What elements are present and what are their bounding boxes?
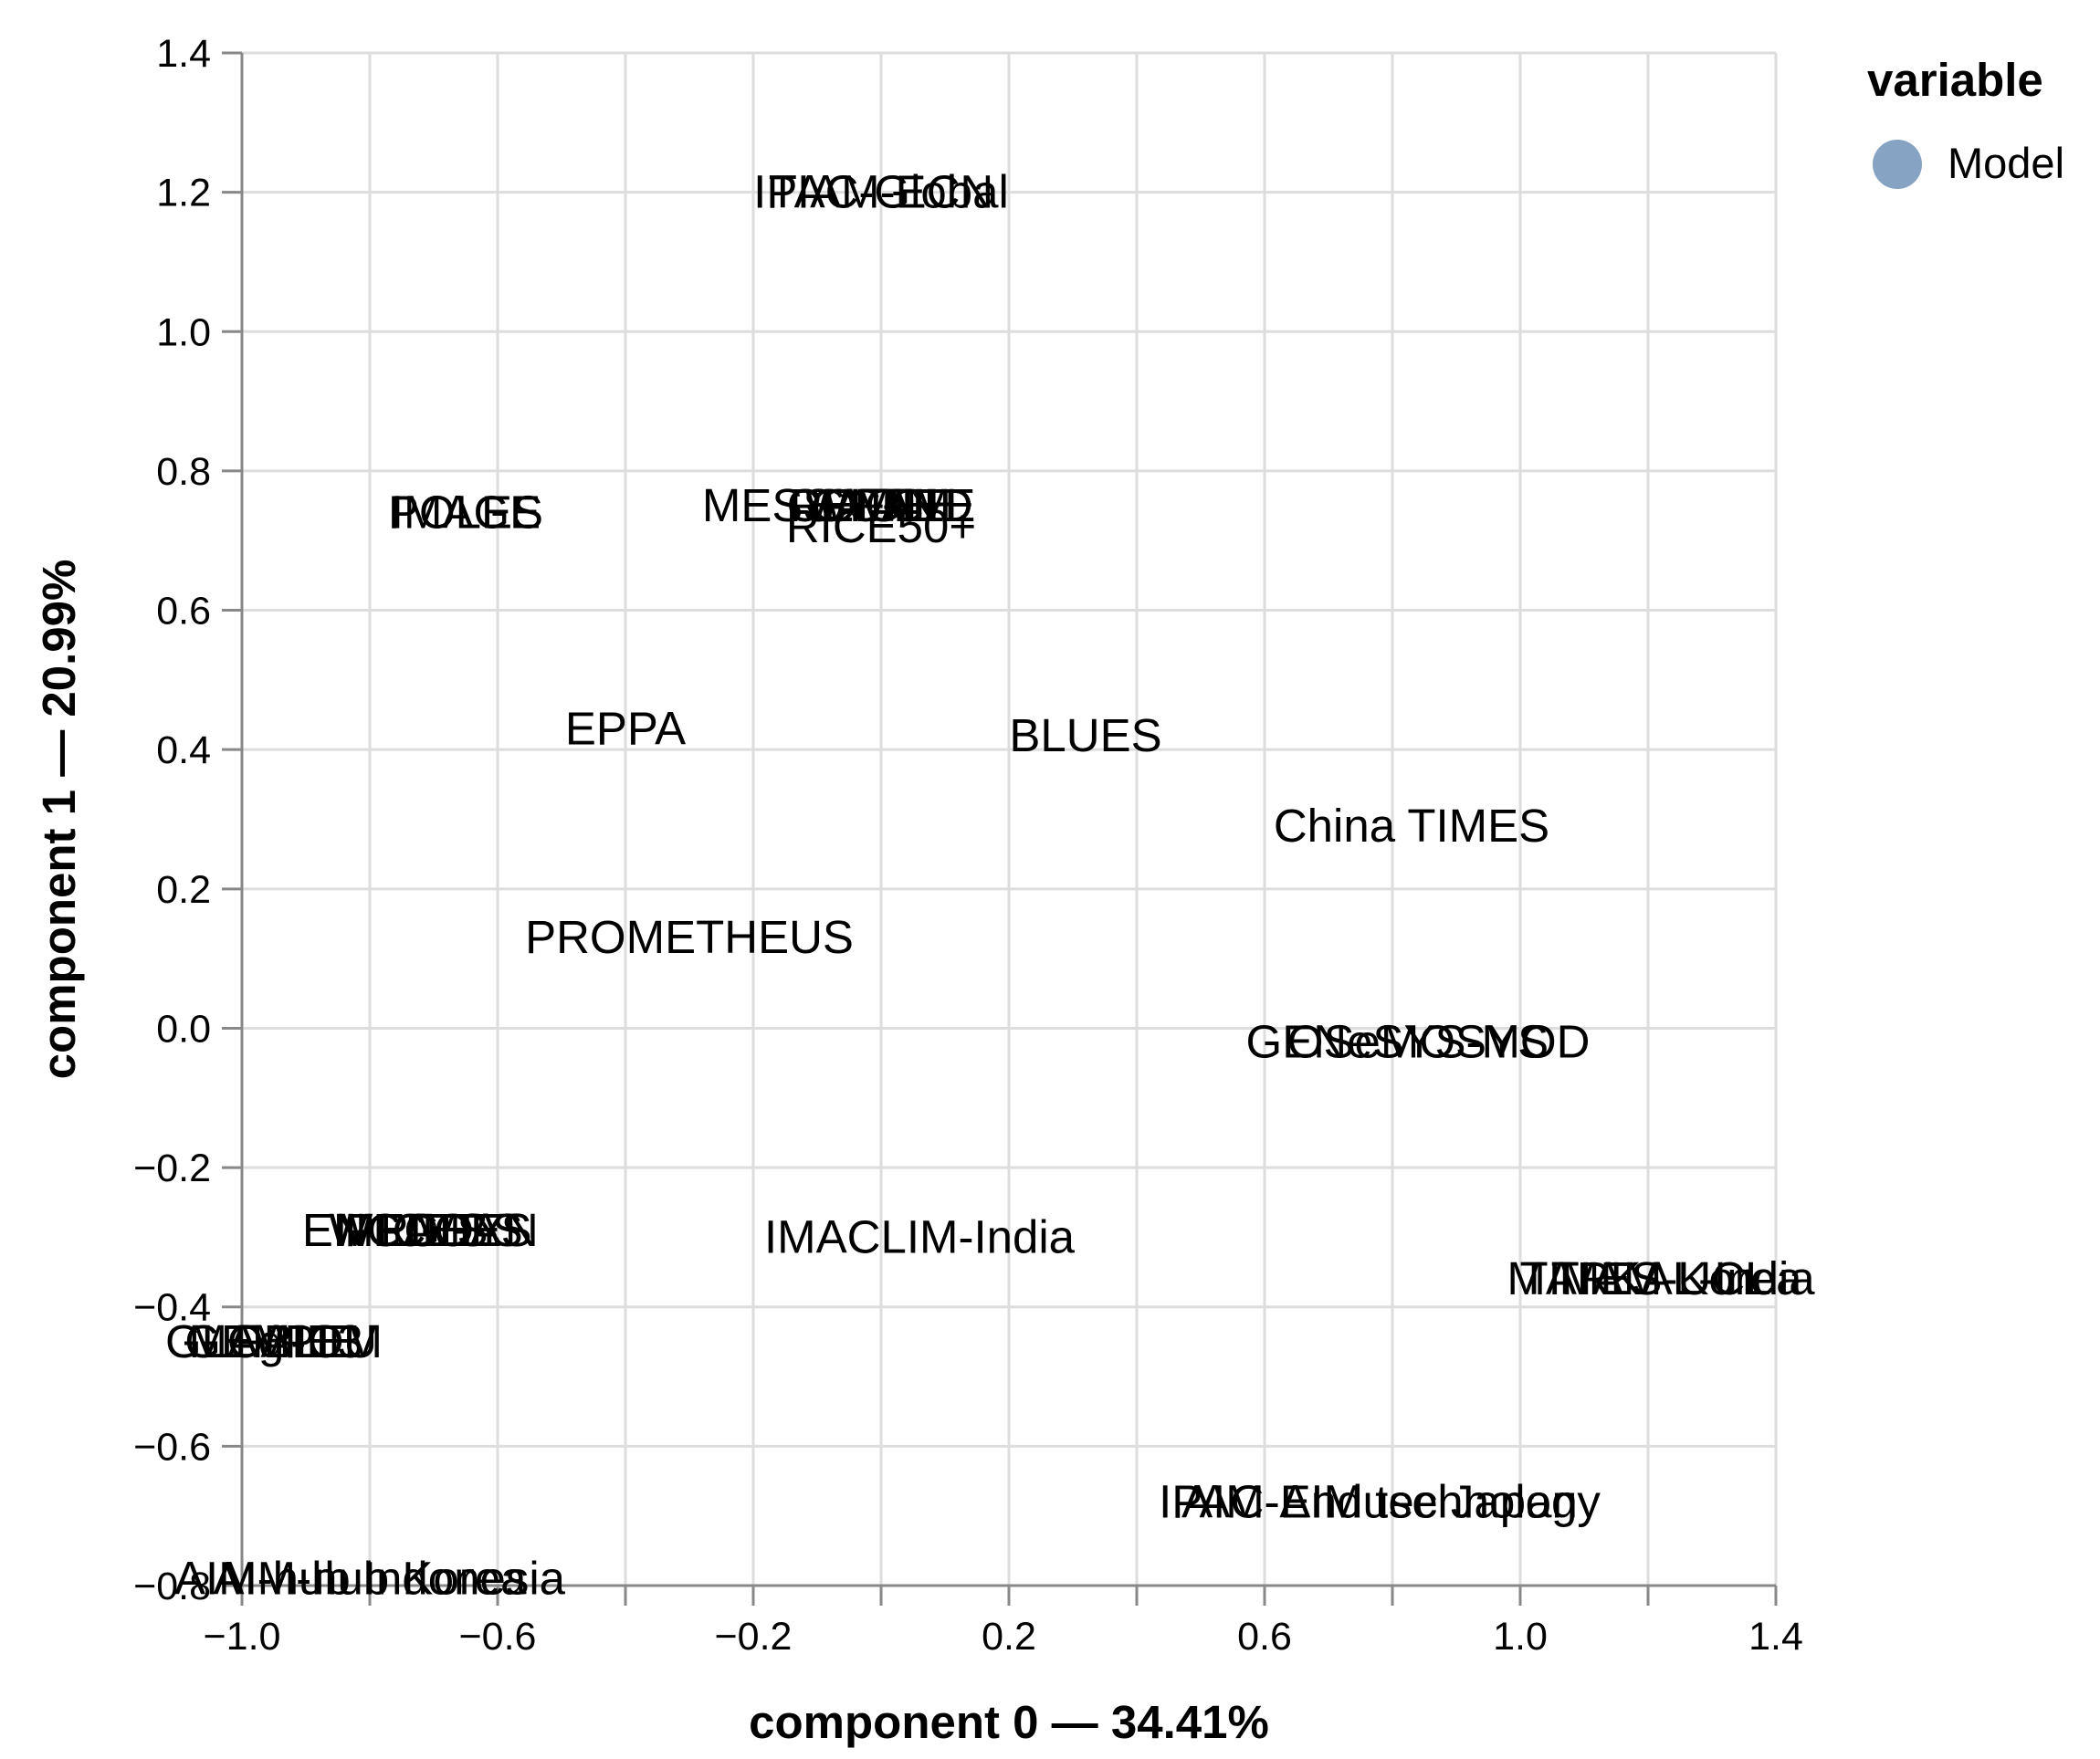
y-tick-label: 0.8	[156, 450, 211, 494]
y-tick-label: 0.4	[156, 728, 211, 772]
legend-swatch-model	[1873, 140, 1922, 189]
point-label: OSeMOSYS	[1287, 1016, 1549, 1068]
x-tick-label: 0.6	[1237, 1615, 1292, 1659]
y-tick-label: −0.4	[133, 1286, 211, 1330]
point-label: WEGDYN	[329, 1204, 539, 1256]
point-label: MESSAGE	[702, 479, 932, 531]
ticks: −1.0 −0.6 −0.2 0.2 0.6 1.0 1.4 1.4 1.2 1.0 0.8 0.6 0…	[133, 32, 1803, 1659]
point-label: ENGAGE	[302, 1204, 501, 1256]
point-label: REMIND	[789, 479, 972, 531]
x-tick-label: 1.0	[1493, 1615, 1548, 1659]
y-tick-label: 1.0	[156, 310, 211, 354]
y-tick-label: −0.8	[133, 1565, 211, 1608]
point-label: GCAM	[812, 479, 951, 531]
point-label: FALLU	[235, 1315, 377, 1367]
point-label: MEDEAS	[335, 1204, 531, 1256]
y-tick-label: 1.2	[156, 172, 211, 215]
legend-title: variable	[1867, 54, 2043, 106]
y-tick-label: 0.6	[156, 590, 211, 633]
point-label: ICES	[379, 1204, 488, 1256]
point-label: MARKAL-India	[1507, 1252, 1815, 1304]
x-tick-label: 0.2	[982, 1615, 1036, 1659]
point-label: TIAM-ECN	[769, 166, 993, 218]
point-label: PROMETHEUS	[525, 911, 854, 963]
point-label: AIM-hub Indonesia	[174, 1552, 566, 1604]
point-label: RICE50+	[786, 500, 976, 552]
point-label: POLES	[388, 487, 543, 539]
point-label: COFFEE	[787, 479, 976, 531]
y-tick-label: 0.0	[156, 1007, 211, 1051]
point-label: IMAGE	[391, 487, 541, 539]
point-label: WITCH	[804, 479, 957, 531]
point-label: AIM-hub Korea	[213, 1552, 527, 1604]
legend-label-model: Model	[1948, 139, 2064, 187]
point-label: MAgPIE	[188, 1315, 359, 1367]
point-label: IPAC-Global	[753, 166, 1009, 218]
x-tick-label: −0.6	[459, 1615, 537, 1659]
point-label: IPAC-AIM technology	[1159, 1475, 1601, 1527]
point-label: IMACLIM-India	[764, 1210, 1076, 1262]
point-label: BLUES	[1009, 709, 1161, 761]
point-label: GEM-E3	[184, 1315, 363, 1367]
legend: variable Model	[1867, 54, 2064, 189]
x-axis-title: component 0 — 34.41%	[749, 1696, 1269, 1748]
point-label: GLOBIOM	[165, 1315, 383, 1367]
point-label: China TIMES	[1274, 800, 1549, 852]
point-label: GENeSYS-MOD	[1246, 1016, 1591, 1068]
y-tick-label: −0.2	[133, 1146, 211, 1190]
x-tick-label: 1.4	[1748, 1615, 1803, 1659]
x-tick-label: −0.2	[715, 1615, 793, 1659]
point-label: EPPA	[565, 702, 686, 754]
y-axis-title: component 1 — 20.99%	[33, 560, 85, 1080]
x-tick-label: −1.0	[204, 1615, 281, 1659]
y-tick-label: 1.4	[156, 32, 211, 76]
y-tick-label: 0.2	[156, 868, 211, 912]
point-label: PRIMES	[344, 1204, 523, 1256]
point-label: TIAM-UCL	[1551, 1252, 1771, 1304]
y-tick-label: −0.6	[133, 1425, 211, 1469]
point-label: TIMES-Korea	[1520, 1252, 1803, 1304]
point-label: AIM-Enduse Japan	[1181, 1475, 1578, 1527]
